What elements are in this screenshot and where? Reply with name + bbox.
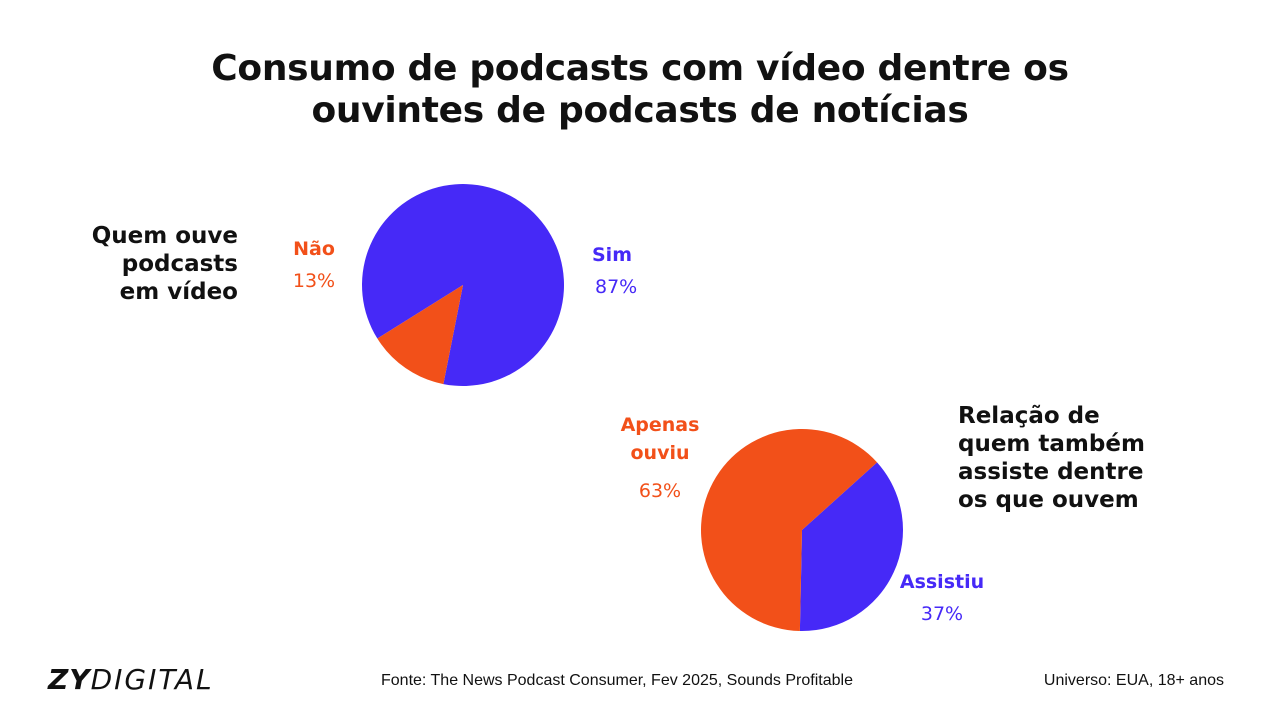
pie-2-slice-label: Apenas	[621, 414, 700, 436]
chart-title-line-1: Consumo de podcasts com vídeo dentre os	[211, 48, 1069, 89]
logo-light-text: DIGITAL	[90, 663, 214, 696]
pie-2-slice-assistiu	[799, 462, 904, 632]
pie-1-slice-label: Não	[293, 238, 335, 260]
chart-title-line-2: ouvintes de podcasts de notícias	[311, 90, 969, 131]
pie-1-slice-n-o	[377, 285, 463, 385]
pie-2-caption-line: Relação de	[958, 403, 1100, 429]
pie-1-caption-line: em vídeo	[119, 279, 238, 305]
zy-digital-logo: ZYDIGITAL	[48, 664, 214, 696]
pie-1-caption: Quem ouve podcasts em vídeo	[60, 222, 238, 306]
chart-title: Consumo de podcasts com vídeo dentre os …	[0, 48, 1280, 132]
pie-2-slice-label: ouviu	[630, 442, 689, 464]
pie-2-slice-value: 37%	[921, 603, 963, 625]
logo-bold-text: ZY	[48, 663, 91, 696]
pie-2-caption-line: quem também	[958, 431, 1145, 457]
pie-1-caption-line: podcasts	[121, 251, 238, 277]
pie-1-caption-line: Quem ouve	[91, 223, 238, 249]
universe-note: Universo: EUA, 18+ anos	[1043, 672, 1224, 689]
pie-1-slice-sim	[362, 184, 565, 387]
pie-2-slice-value: 63%	[639, 480, 681, 502]
pie-2-caption-line: os que ouvem	[958, 487, 1139, 513]
pie-2-slice-label: Assistiu	[900, 571, 984, 593]
pie-1-slice-label: Sim	[592, 244, 632, 266]
pie-2-caption: Relação de quem também assiste dentre os…	[958, 402, 1188, 514]
source-note: Fonte: The News Podcast Consumer, Fev 20…	[381, 672, 853, 689]
pie-2-caption-line: assiste dentre	[958, 459, 1144, 485]
pie-2-slice-apenas-ouviu	[701, 429, 878, 631]
pie-1-slice-value: 87%	[595, 276, 637, 298]
pie-1-slice-value: 13%	[293, 270, 335, 292]
